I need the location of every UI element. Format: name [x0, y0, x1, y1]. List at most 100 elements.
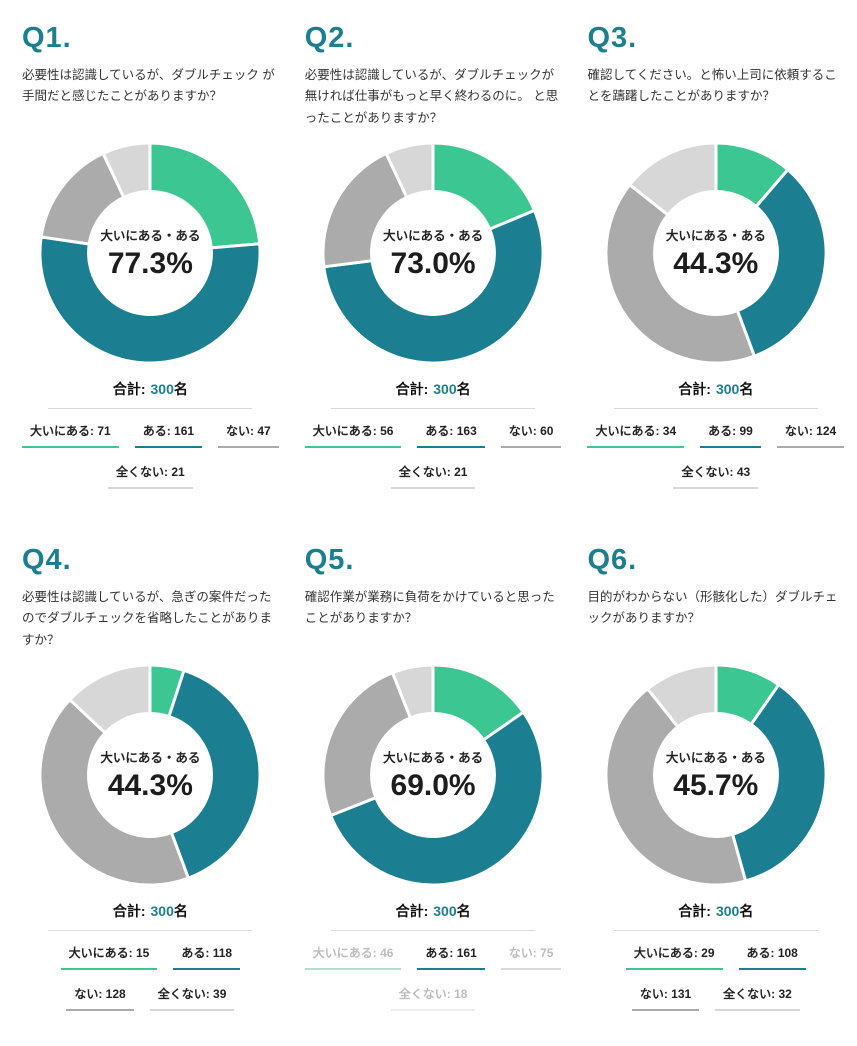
legend-item-0[interactable]: 大いにある: 56 — [304, 422, 402, 448]
donut-chart: 大いにある・ある 77.3% — [36, 139, 264, 367]
chart-q1: Q1. 必要性は認識しているが、ダブルチェック が手間だと感じたことがありますか… — [22, 16, 279, 504]
legend-item-2[interactable]: ない: 131 — [631, 985, 700, 1011]
legend-item-1[interactable]: ある: 161 — [134, 422, 203, 448]
donut-segment-0[interactable] — [148, 141, 262, 250]
donut-segment-3[interactable] — [628, 141, 718, 217]
donut-segment-1[interactable] — [322, 208, 545, 365]
total-row: 合計: 300名 — [331, 379, 536, 409]
chart-question: 確認作業が業務に負荷をかけていると思ったことがありますか？ — [304, 590, 555, 626]
legend-item-0[interactable]: 大いにある: 71 — [22, 422, 119, 448]
total-value: 300 — [433, 903, 457, 919]
legend-item-1[interactable]: ある: 118 — [173, 944, 241, 970]
donut-segment-1[interactable] — [735, 168, 828, 358]
donut-segment-2[interactable] — [604, 183, 756, 365]
donut-segment-1[interactable] — [329, 710, 545, 887]
donut-segment-2[interactable] — [38, 698, 191, 887]
legend-item-3[interactable]: 全くない: 18 — [390, 985, 476, 1011]
total-row: 合計: 300名 — [48, 379, 253, 409]
legend-item-2[interactable]: ない: 75 — [500, 944, 562, 970]
donut-svg — [604, 141, 828, 365]
donut-segment-3[interactable] — [384, 141, 435, 199]
legend-row: ない: 128 全くない: 39 — [22, 985, 279, 1011]
total-label: 合計: — [395, 381, 429, 397]
legend-row: 全くない: 21 — [305, 463, 562, 489]
legend-item-1[interactable]: ある: 99 — [700, 422, 761, 448]
total-unit: 名 — [739, 903, 754, 919]
legend-item-2[interactable]: ない: 124 — [776, 422, 845, 448]
legend-item-0[interactable]: 大いにある: 34 — [587, 422, 685, 448]
total-unit: 名 — [173, 903, 188, 919]
donut-chart: 大いにある・ある 45.7% — [602, 661, 830, 889]
legend-item-2[interactable]: ない: 60 — [500, 422, 562, 448]
legend-item-0[interactable]: 大いにある: 15 — [60, 944, 158, 970]
legend: 大いにある: 34 ある: 99 ない: 124 全くない: 43 — [587, 422, 845, 489]
total-row: 合計: 300名 — [48, 901, 253, 931]
total-unit: 名 — [173, 381, 188, 397]
chart-q2: Q2. 必要性は認識しているが、ダブルチェックが無ければ仕事がもっと早く終わるの… — [304, 16, 562, 504]
legend-row: 全くない: 43 — [587, 463, 844, 489]
total-row: 合計: 300名 — [613, 901, 818, 931]
donut-segment-1[interactable] — [167, 668, 262, 880]
total-value: 300 — [150, 903, 174, 919]
total-value: 300 — [433, 381, 457, 397]
legend-row: 全くない: 18 — [305, 985, 562, 1011]
donut-segment-3[interactable] — [391, 663, 435, 720]
total-value: 300 — [715, 381, 740, 397]
legend-row: 大いにある: 34 ある: 99 ない: 124 — [587, 422, 845, 448]
legend-row: 大いにある: 46 ある: 161 ない: 75 — [304, 944, 562, 970]
donut-segment-2[interactable] — [604, 687, 747, 887]
legend-row: 大いにある: 15 ある: 118 — [22, 944, 279, 970]
legend-item-1[interactable]: ある: 163 — [417, 422, 485, 448]
chart-question: 目的がわからない（形骸化した）ダブルチェックがありますか？ — [587, 590, 838, 626]
legend-item-3[interactable]: 全くない: 21 — [108, 463, 193, 489]
total-unit: 名 — [456, 903, 471, 919]
chart-title: Q5. — [304, 544, 355, 576]
total-unit: 名 — [456, 381, 471, 397]
donut-chart: 大いにある・ある 44.3% — [602, 139, 830, 367]
chart-title: Q6. — [587, 544, 638, 576]
legend-item-2[interactable]: ない: 47 — [218, 422, 279, 448]
chart-title: Q4. — [22, 544, 72, 576]
donut-svg — [321, 663, 545, 887]
chart-q3: Q3. 確認してください。と怖い上司に依頼することを躊躇したことがありますか？ … — [587, 16, 845, 504]
legend-item-3[interactable]: 全くない: 43 — [673, 463, 759, 489]
legend-item-3[interactable]: 全くない: 21 — [390, 463, 476, 489]
total-value: 300 — [150, 381, 174, 397]
legend-row: 大いにある: 71 ある: 161 ない: 47 — [22, 422, 279, 448]
chart-title: Q2. — [304, 22, 355, 54]
chart-q5: Q5. 確認作業が業務に負荷をかけていると思ったことがありますか？ 大いにある・… — [304, 538, 562, 1026]
donut-segment-1[interactable] — [38, 235, 262, 365]
donut-svg — [321, 141, 545, 365]
chart-title: Q1. — [22, 22, 72, 54]
chart-question: 必要性は認識しているが、ダブルチェックが無ければ仕事がもっと早く終わるのに。 と… — [304, 68, 559, 125]
legend-item-3[interactable]: 全くない: 39 — [149, 985, 235, 1011]
legend-item-0[interactable]: 大いにある: 29 — [625, 944, 723, 970]
donut-segment-2[interactable] — [321, 671, 412, 817]
legend-row: ない: 131 全くない: 32 — [587, 985, 844, 1011]
legend-row: 大いにある: 56 ある: 163 ない: 60 — [304, 422, 562, 448]
legend-item-0[interactable]: 大いにある: 46 — [304, 944, 402, 970]
legend-item-3[interactable]: 全くない: 32 — [715, 985, 800, 1011]
donut-segment-3[interactable] — [645, 663, 718, 729]
total-label: 合計: — [112, 903, 146, 919]
donut-segment-3[interactable] — [102, 141, 152, 199]
legend-item-1[interactable]: ある: 108 — [738, 944, 806, 970]
total-row: 合計: 300名 — [613, 379, 818, 409]
chart-question: 必要性は認識しているが、ダブルチェック が手間だと感じたことがありますか？ — [22, 68, 275, 104]
chart-question: 必要性は認識しているが、急ぎの案件だったのでダブルチェックを省略したことがありま… — [22, 590, 273, 647]
chart-q6: Q6. 目的がわからない（形骸化した）ダブルチェックがありますか？ 大いにある・… — [587, 538, 844, 1026]
legend: 大いにある: 71 ある: 161 ない: 47 全くない: 21 — [22, 422, 279, 489]
legend: 大いにある: 46 ある: 161 ない: 75 全くない: 18 — [304, 944, 562, 1011]
donut-segment-1[interactable] — [730, 683, 828, 883]
total-value: 300 — [715, 903, 740, 919]
total-label: 合計: — [395, 903, 429, 919]
total-row: 合計: 300名 — [331, 901, 536, 931]
donut-segment-3[interactable] — [68, 663, 152, 735]
legend-item-2[interactable]: ない: 128 — [66, 985, 134, 1011]
chart-title: Q3. — [587, 22, 638, 54]
legend-item-1[interactable]: ある: 161 — [417, 944, 485, 970]
donut-chart: 大いにある・ある 44.3% — [36, 661, 264, 889]
legend: 大いにある: 29 ある: 108 ない: 131 全くない: 32 — [587, 944, 844, 1011]
legend: 大いにある: 15 ある: 118 ない: 128 全くない: 39 — [22, 944, 279, 1011]
